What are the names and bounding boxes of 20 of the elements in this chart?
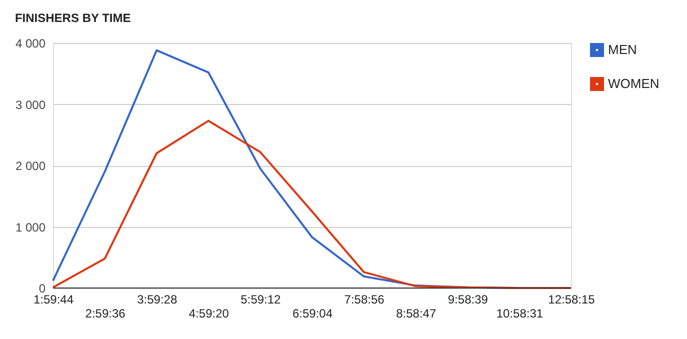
x-tick-label: 7:58:56	[344, 292, 385, 306]
x-tick-label: 9:58:39	[448, 292, 488, 306]
x-tick-label: 4:59:20	[188, 306, 230, 320]
chart-title: FINISHERS BY TIME	[14, 11, 131, 25]
x-tick-label: 3:59:28	[137, 292, 178, 306]
x-tick-label: 5:59:12	[240, 292, 282, 306]
line-series	[52, 120, 572, 289]
legend-label: MEN	[608, 42, 637, 57]
x-tick-label: 1:59:44	[33, 292, 74, 306]
x-tick-label: 2:59:36	[85, 306, 126, 320]
legend-label: WOMEN	[608, 76, 660, 91]
x-tick-label: 10:58:31	[496, 306, 544, 320]
y-tick-label: 0	[38, 282, 46, 296]
x-tick-label: 8:58:47	[396, 306, 436, 320]
y-tick-label: 4 000	[15, 36, 46, 50]
y-tick-label: 2 000	[15, 159, 46, 173]
y-tick-label: 1 000	[15, 220, 46, 234]
x-tick-label: 12:58:15	[548, 292, 596, 306]
y-tick-label: 3 000	[15, 98, 46, 112]
x-tick-label: 6:59:04	[292, 306, 333, 320]
